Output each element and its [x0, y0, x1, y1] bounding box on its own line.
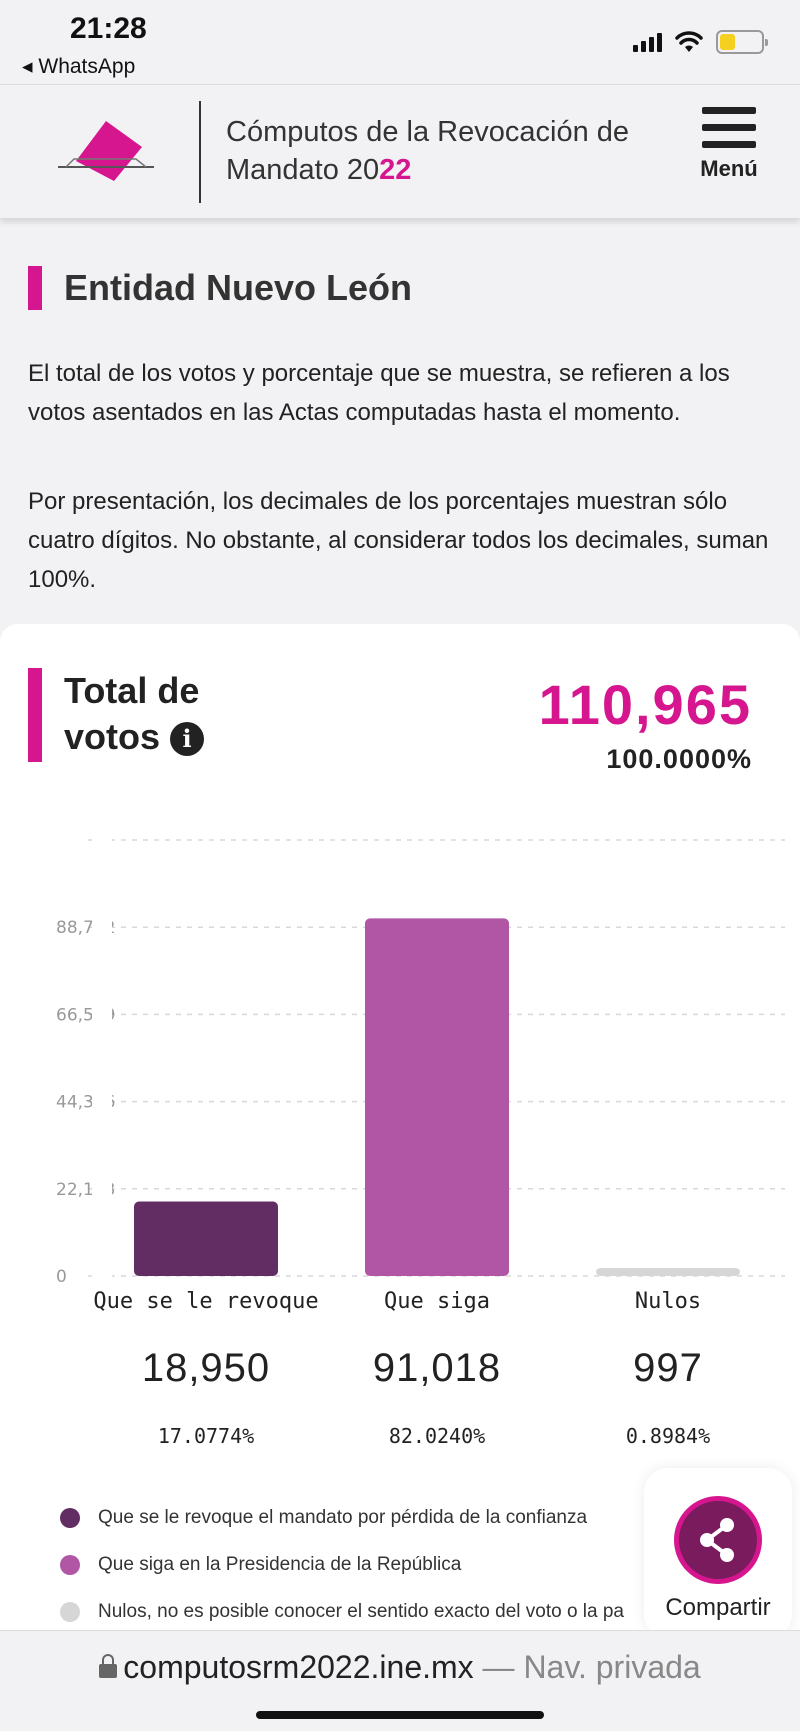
category-percent: 17.0774%: [157, 1424, 255, 1448]
lock-icon: [99, 1654, 118, 1678]
legend-dot: [60, 1601, 80, 1622]
entity-title: Entidad Nuevo León: [28, 266, 412, 310]
axis-mask: [92, 824, 112, 1284]
share-button[interactable]: Compartir: [644, 1468, 792, 1638]
total-votes-title: Total de votos i: [28, 668, 205, 762]
browser-url-bar[interactable]: computosrm2022.ine.mx — Nav. privada: [0, 1630, 800, 1731]
legend-item: Que siga en la Presidencia de la Repúbli…: [60, 1541, 760, 1588]
category-percent: 82.0240%: [388, 1424, 486, 1448]
entity-description-1: El total de los votos y porcentaje que s…: [28, 360, 730, 426]
hamburger-menu-icon: [698, 107, 760, 148]
share-label: Compartir: [665, 1594, 771, 1621]
private-mode-label: Nav. privada: [523, 1649, 701, 1685]
legend-label: Que se le revoque el mandato por pérdida…: [98, 1506, 588, 1528]
url-domain: computosrm2022.ine.mx: [123, 1649, 474, 1685]
cellular-signal-icon: [633, 32, 662, 52]
back-to-app-link[interactable]: ◂ WhatsApp: [22, 55, 136, 78]
home-indicator[interactable]: [256, 1711, 544, 1719]
legend-label: Que siga en la Presidencia de la Repúbli…: [98, 1553, 462, 1575]
menu-button[interactable]: Menú: [698, 107, 760, 197]
status-bar: 21:28 ◂ WhatsApp: [0, 0, 800, 84]
y-tick-label: 0: [56, 1267, 67, 1284]
legend-item: Que se le revoque el mandato por pérdida…: [60, 1494, 760, 1541]
menu-label: Menú: [700, 156, 758, 181]
wifi-icon: [675, 31, 703, 52]
site-header: Cómputos de la Revocación de Mandato 202…: [0, 84, 800, 218]
status-icons: [633, 30, 768, 54]
header-divider: [199, 101, 201, 203]
legend-label: Nulos, no es posible conocer el sentido …: [98, 1600, 624, 1622]
ine-ballot-logo-icon: [58, 121, 154, 181]
votes-bar-chart: 0 22,193 44,386 66,579 88,772: [0, 824, 800, 1284]
site-title: Cómputos de la Revocación de Mandato 202…: [226, 116, 630, 186]
info-icon[interactable]: i: [170, 722, 205, 756]
legend-item: Nulos, no es posible conocer el sentido …: [60, 1588, 760, 1635]
total-votes-percent: 100.0000%: [606, 744, 752, 774]
category-label: Nulos: [634, 1289, 702, 1314]
battery-low-icon: [716, 30, 768, 54]
url-text[interactable]: computosrm2022.ine.mx — Nav. privada: [0, 1649, 800, 1686]
category-label: Que siga: [384, 1289, 490, 1314]
bar-1[interactable]: [134, 1201, 278, 1276]
category-percent: 0.8984%: [625, 1424, 711, 1448]
share-icon[interactable]: [674, 1496, 762, 1584]
total-votes-value: 110,965: [538, 673, 752, 736]
legend-dot: [60, 1507, 80, 1528]
category-votes: 997: [633, 1346, 703, 1390]
category-votes: 91,018: [372, 1346, 502, 1390]
bar-3[interactable]: [596, 1268, 740, 1276]
status-time: 21:28: [70, 12, 147, 45]
bar-2[interactable]: [365, 918, 509, 1276]
entity-description-2: Por presentación, los decimales de los p…: [28, 488, 769, 593]
category-label: Que se le revoque: [93, 1289, 319, 1314]
results-card: Total de votos i 110,965 100.0000% 0 22,1…: [0, 624, 800, 1644]
category-votes: 18,950: [141, 1346, 271, 1390]
chart-legend: Que se le revoque el mandato por pérdida…: [60, 1494, 760, 1635]
legend-dot: [60, 1554, 80, 1575]
